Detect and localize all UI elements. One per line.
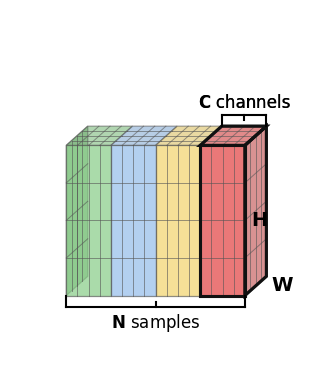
Text: $\mathbf{N}$ samples: $\mathbf{N}$ samples xyxy=(111,312,200,334)
Polygon shape xyxy=(156,146,200,296)
Polygon shape xyxy=(66,126,132,146)
Text: W: W xyxy=(271,276,292,295)
Polygon shape xyxy=(111,146,156,296)
Polygon shape xyxy=(111,126,177,146)
Polygon shape xyxy=(66,146,111,296)
Text: C channels: C channels xyxy=(199,94,289,112)
Polygon shape xyxy=(156,126,222,146)
Polygon shape xyxy=(245,126,266,296)
Text: H: H xyxy=(251,211,267,230)
Polygon shape xyxy=(200,126,266,146)
Polygon shape xyxy=(66,126,88,296)
Polygon shape xyxy=(200,146,245,296)
Text: $\mathbf{C}$ channels: $\mathbf{C}$ channels xyxy=(198,94,291,111)
